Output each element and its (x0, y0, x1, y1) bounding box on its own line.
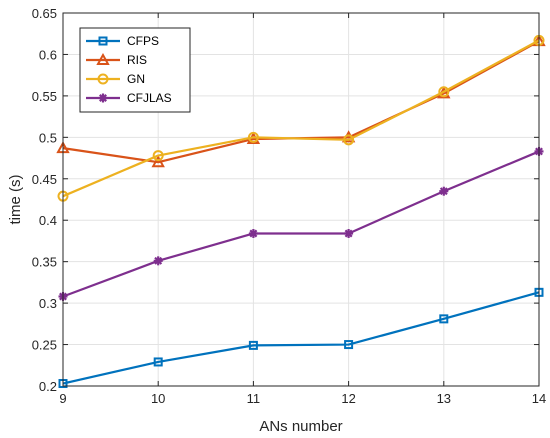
y-tick-label: 0.45 (32, 172, 57, 187)
legend-label-cfjlas: CFJLAS (127, 91, 172, 105)
legend: CFPS RIS GN CFJLAS (79, 27, 191, 113)
y-tick-label: 0.55 (32, 89, 57, 104)
y-tick-label: 0.2 (39, 379, 57, 394)
data-point-cfjlas (248, 228, 258, 238)
data-point-gn (438, 86, 450, 98)
data-point-cfjlas (439, 186, 449, 196)
x-tick-label: 13 (437, 391, 451, 406)
legend-label-ris: RIS (127, 53, 147, 67)
data-point-cfps (439, 314, 449, 324)
series-group (56, 34, 546, 389)
y-axis-label: time (s) (7, 175, 24, 225)
data-point-cfjlas (344, 228, 354, 238)
x-tick-label: 14 (532, 391, 546, 406)
legend-label-gn: GN (127, 72, 145, 86)
y-tick-label: 0.5 (39, 130, 57, 145)
x-tick-label: 9 (59, 391, 66, 406)
y-tick-label: 0.6 (39, 47, 57, 62)
data-point-gn (247, 131, 259, 143)
series-line-cfjlas (62, 150, 540, 298)
y-tick-label: 0.25 (32, 338, 57, 353)
y-tick-label: 0.65 (32, 6, 57, 21)
y-tick-label: 0.4 (39, 213, 57, 228)
data-point-cfjlas (153, 256, 163, 266)
series-line-gn (62, 39, 540, 198)
legend-marker-cfjlas (98, 93, 108, 103)
x-tick-label: 10 (151, 391, 165, 406)
x-tick-label: 12 (341, 391, 355, 406)
y-tick-label: 0.35 (32, 255, 57, 270)
legend-label-cfps: CFPS (127, 34, 159, 48)
data-point-gn (343, 134, 355, 146)
data-point-cfps (153, 357, 163, 367)
legend-marker-gn (97, 73, 109, 85)
series-line-cfps (62, 291, 540, 385)
y-tick-label: 0.3 (39, 296, 57, 311)
data-point-cfps (248, 340, 258, 350)
plot-frame (62, 12, 540, 387)
axis-ticks: 9 10 11 12 13 14 0.2 0.25 0.3 0.35 0.4 0.45 0.5 0.55 0… (32, 6, 547, 406)
data-point-gn (152, 150, 164, 162)
data-point-cfps (344, 340, 354, 350)
legend-marker-ris (96, 52, 110, 65)
legend-marker-cfps (98, 36, 108, 46)
x-axis-label: ANs number (259, 418, 342, 435)
data-point-ris (151, 155, 165, 168)
grid-lines (62, 12, 540, 387)
x-tick-label: 11 (247, 391, 261, 406)
